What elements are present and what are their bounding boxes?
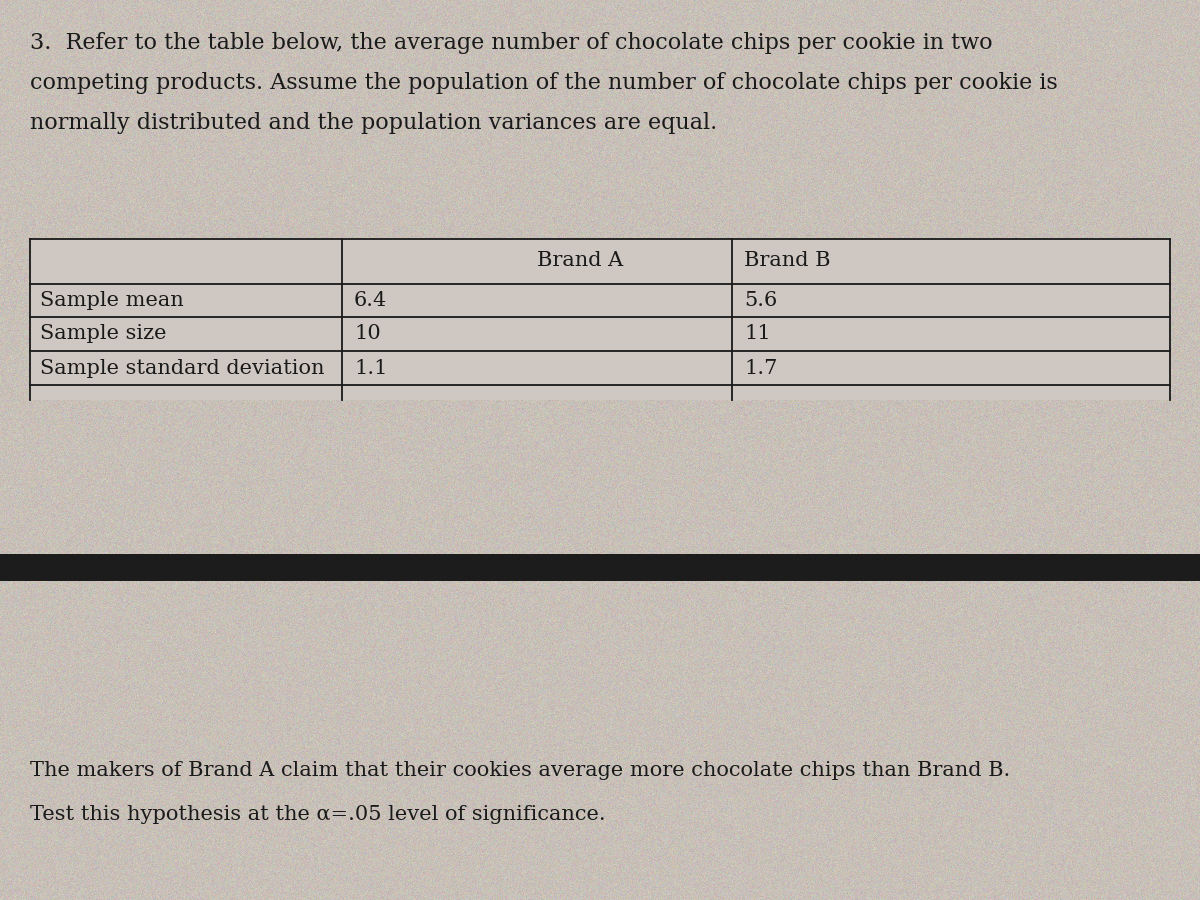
Text: 5.6: 5.6 — [744, 291, 778, 310]
Text: 1.1: 1.1 — [354, 358, 388, 378]
Text: Sample mean: Sample mean — [40, 291, 184, 310]
Text: 6.4: 6.4 — [354, 291, 388, 310]
Text: Sample size: Sample size — [40, 324, 166, 344]
Text: Brand A: Brand A — [538, 251, 623, 271]
Text: The makers of Brand A claim that their cookies average more chocolate chips than: The makers of Brand A claim that their c… — [30, 760, 1010, 779]
Text: Test this hypothesis at the α=.05 level of significance.: Test this hypothesis at the α=.05 level … — [30, 806, 606, 824]
Bar — [0, 554, 1200, 580]
Text: Sample standard deviation: Sample standard deviation — [40, 358, 324, 378]
Text: 3.  Refer to the table below, the average number of chocolate chips per cookie i: 3. Refer to the table below, the average… — [30, 32, 992, 53]
Text: 11: 11 — [744, 324, 770, 344]
Text: Brand B: Brand B — [744, 251, 830, 271]
Text: competing products. Assume the population of the number of chocolate chips per c: competing products. Assume the populatio… — [30, 72, 1057, 94]
Text: 1.7: 1.7 — [744, 358, 778, 378]
Text: normally distributed and the population variances are equal.: normally distributed and the population … — [30, 112, 718, 134]
Text: 10: 10 — [354, 324, 380, 344]
Bar — [30, 238, 1170, 400]
